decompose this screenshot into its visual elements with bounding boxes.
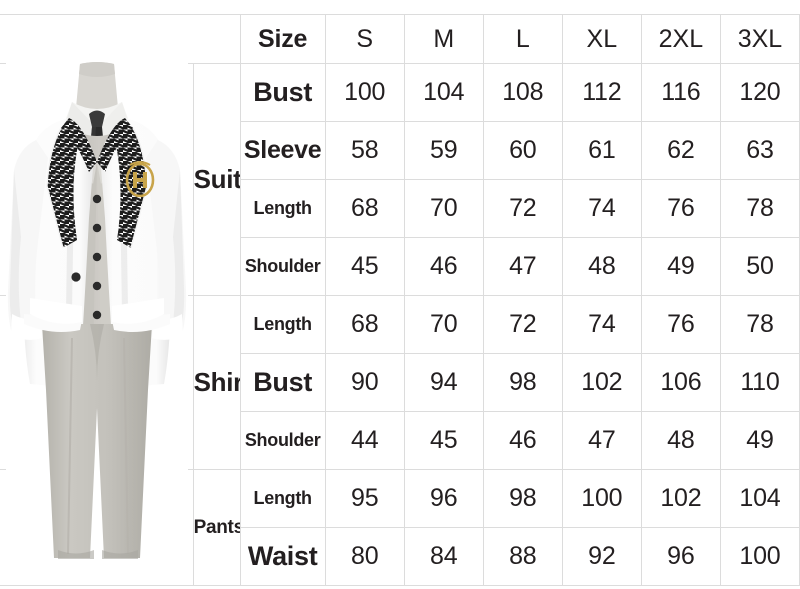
header-size-s: S (324, 14, 405, 64)
cell-pants-length-l: 98 (482, 469, 563, 528)
table-row: Shoulder 45 46 47 48 49 50 (0, 237, 800, 296)
gold-crest-emblem (125, 161, 155, 198)
attribute-label-pants-waist: Waist (239, 527, 326, 586)
cell-shirt-shoulder-m: 45 (403, 411, 484, 470)
table-row: Length 68 70 72 74 76 78 (0, 179, 800, 238)
header-size-m: M (403, 14, 484, 64)
cell-suit-length-2xl: 76 (640, 179, 721, 238)
cell-shirt-shoulder-2xl: 48 (640, 411, 721, 470)
cell-suit-length-s: 68 (324, 179, 405, 238)
cell-suit-length-3xl: 78 (719, 179, 800, 238)
cell-suit-bust-3xl: 120 (719, 63, 800, 122)
cell-shirt-bust-3xl: 110 (719, 353, 800, 412)
cell-suit-shoulder-s: 45 (324, 237, 405, 296)
attribute-label-shirt-shoulder: Shoulder (239, 411, 326, 470)
cell-shirt-shoulder-s: 44 (324, 411, 405, 470)
cell-suit-sleeve-2xl: 62 (640, 121, 721, 180)
table-row: Sleeve 58 59 60 61 62 63 (0, 121, 800, 180)
cell-shirt-shoulder-l: 46 (482, 411, 563, 470)
table-row: Shoulder 44 45 46 47 48 49 (0, 411, 800, 470)
jacket-sleeves (7, 140, 187, 340)
cell-suit-sleeve-3xl: 63 (719, 121, 800, 180)
cell-suit-length-l: 72 (482, 179, 563, 238)
cell-shirt-length-s: 68 (324, 295, 405, 354)
attribute-label-pants-length: Length (239, 469, 326, 528)
cell-shirt-bust-l: 98 (482, 353, 563, 412)
cell-pants-length-2xl: 102 (640, 469, 721, 528)
trousers (42, 324, 152, 559)
cell-shirt-length-l: 72 (482, 295, 563, 354)
cell-suit-bust-l: 108 (482, 63, 563, 122)
cell-shirt-bust-m: 94 (403, 353, 484, 412)
cell-shirt-length-3xl: 78 (719, 295, 800, 354)
cell-suit-length-m: 70 (403, 179, 484, 238)
cell-suit-sleeve-m: 59 (403, 121, 484, 180)
header-size-xl: XL (561, 14, 642, 64)
cell-suit-sleeve-xl: 61 (561, 121, 642, 180)
category-label-pants: Pants (192, 469, 241, 586)
attribute-label-suit-shoulder: Shoulder (239, 237, 326, 296)
suit-illustration (6, 62, 188, 562)
attribute-label-suit-bust: Bust (239, 63, 326, 122)
cell-suit-bust-m: 104 (403, 63, 484, 122)
cell-pants-waist-xl: 92 (561, 527, 642, 586)
jacket-hem (24, 298, 170, 332)
size-chart-table: Size S M L XL 2XL 3XL Suit Bust 100 104 … (0, 14, 800, 586)
cell-pants-length-m: 96 (403, 469, 484, 528)
table-header-row: Size S M L XL 2XL 3XL (0, 14, 800, 64)
cell-suit-bust-xl: 112 (561, 63, 642, 122)
cell-pants-length-s: 95 (324, 469, 405, 528)
cell-pants-waist-s: 80 (324, 527, 405, 586)
cell-suit-bust-s: 100 (324, 63, 405, 122)
attribute-label-shirt-length: Length (239, 295, 326, 354)
cell-suit-shoulder-xl: 48 (561, 237, 642, 296)
header-size-label: Size (239, 14, 326, 64)
attribute-label-shirt-bust: Bust (239, 353, 326, 412)
cell-shirt-length-2xl: 76 (640, 295, 721, 354)
cell-pants-waist-l: 88 (482, 527, 563, 586)
header-size-3xl: 3XL (719, 14, 800, 64)
cell-pants-length-xl: 100 (561, 469, 642, 528)
cell-shirt-bust-2xl: 106 (640, 353, 721, 412)
cell-suit-bust-2xl: 116 (640, 63, 721, 122)
attribute-label-suit-sleeve: Sleeve (239, 121, 326, 180)
category-label-suit: Suit (192, 63, 241, 296)
table-row: Bust 90 94 98 102 106 110 (0, 353, 800, 412)
cell-shirt-bust-xl: 102 (561, 353, 642, 412)
cell-shirt-length-xl: 74 (561, 295, 642, 354)
cell-pants-waist-m: 84 (403, 527, 484, 586)
header-size-2xl: 2XL (640, 14, 721, 64)
cell-suit-shoulder-3xl: 50 (719, 237, 800, 296)
attribute-label-suit-length: Length (239, 179, 326, 238)
vest-buttons (92, 194, 102, 320)
cell-suit-sleeve-s: 58 (324, 121, 405, 180)
category-label-shirt: Shirt (192, 295, 241, 470)
table-row: Waist 80 84 88 92 96 100 (0, 527, 800, 586)
cell-shirt-shoulder-3xl: 49 (719, 411, 800, 470)
cell-pants-waist-3xl: 100 (719, 527, 800, 586)
cell-suit-shoulder-l: 47 (482, 237, 563, 296)
header-corner-blank (0, 14, 241, 64)
cell-shirt-length-m: 70 (403, 295, 484, 354)
cell-suit-length-xl: 74 (561, 179, 642, 238)
cell-suit-sleeve-l: 60 (482, 121, 563, 180)
cell-shirt-shoulder-xl: 47 (561, 411, 642, 470)
cell-pants-waist-2xl: 96 (640, 527, 721, 586)
cell-suit-shoulder-m: 46 (403, 237, 484, 296)
mannequin-neck (76, 62, 118, 113)
cell-suit-shoulder-2xl: 49 (640, 237, 721, 296)
cell-pants-length-3xl: 104 (719, 469, 800, 528)
cell-shirt-bust-s: 90 (324, 353, 405, 412)
header-size-l: L (482, 14, 563, 64)
product-photo-suit (6, 62, 188, 562)
